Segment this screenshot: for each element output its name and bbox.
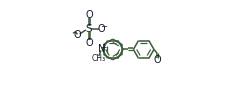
Text: O: O [97, 24, 105, 34]
Text: O: O [154, 55, 161, 65]
Text: S: S [85, 24, 92, 34]
Text: CH₃: CH₃ [92, 54, 106, 63]
Text: O: O [85, 38, 93, 48]
Text: O: O [85, 10, 93, 20]
Text: +: + [100, 43, 107, 52]
Text: −: − [100, 22, 107, 31]
Text: N: N [98, 44, 105, 54]
Text: O: O [74, 30, 82, 40]
